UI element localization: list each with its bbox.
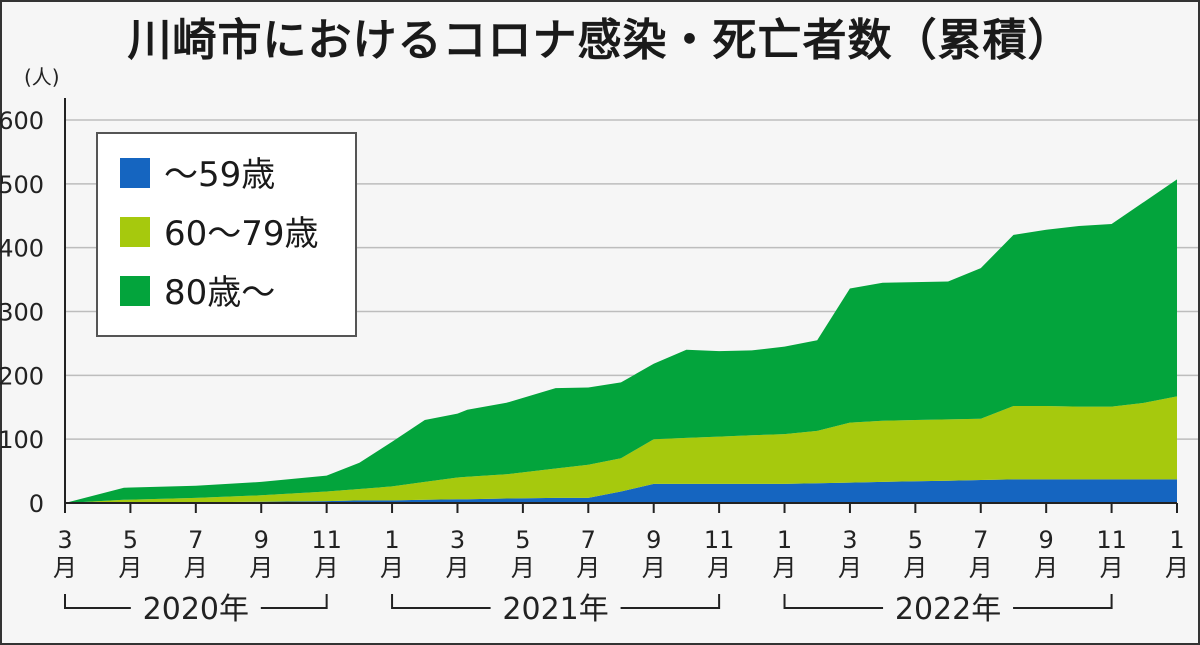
x-tick-label: 11 月: [311, 526, 342, 582]
year-bracket-left: [64, 594, 131, 609]
legend-label-age60to79: 60〜79歳: [164, 214, 319, 254]
chart-title: 川崎市におけるコロナ感染・死亡者数（累積）: [127, 15, 1073, 66]
legend-swatch-over80: [120, 276, 150, 306]
y-tick-label: 200: [0, 362, 44, 390]
year-bracket-right: [260, 594, 328, 609]
area-series-under59: [65, 479, 1177, 503]
y-axis-unit: (人): [24, 65, 60, 89]
y-tick-label: 0: [29, 490, 44, 518]
y-tick-label: 600: [0, 107, 44, 135]
y-tick-label: 500: [0, 171, 44, 199]
year-label: 2020年: [143, 592, 249, 627]
legend-label-over80: 80歳〜: [164, 273, 275, 313]
year-bracket-left: [391, 594, 491, 609]
area-series-over80: [65, 179, 1177, 503]
y-tick-label: 300: [0, 299, 44, 327]
year-bracket-left: [783, 594, 884, 609]
year-label: 2021年: [502, 592, 608, 627]
y-tick-label: 400: [0, 235, 44, 263]
legend-swatch-under59: [120, 158, 150, 188]
x-tick-label: 11 月: [704, 526, 735, 582]
y-tick-label: 100: [0, 426, 44, 454]
area-series-age60to79: [65, 396, 1177, 503]
year-label: 2022年: [895, 592, 1001, 627]
year-bracket-right: [1013, 594, 1113, 609]
year-bracket-right: [620, 594, 721, 609]
legend-swatch-age60to79: [120, 217, 150, 247]
x-tick-label: 11 月: [1096, 526, 1127, 582]
legend-label-under59: 〜59歳: [164, 155, 275, 195]
